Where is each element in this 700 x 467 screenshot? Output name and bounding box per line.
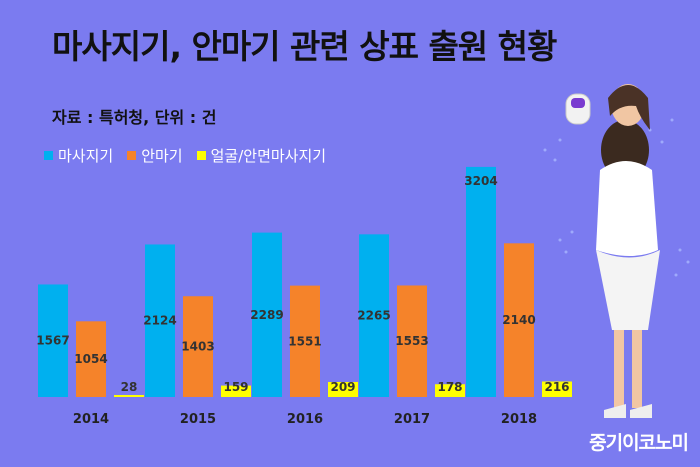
legend: 마사지기 안마기 얼굴/안면마사지기 (44, 145, 326, 166)
value-label-face-2014: 28 (121, 380, 138, 394)
bar-anma-2016 (290, 285, 320, 397)
decoration-sparkles (543, 118, 690, 277)
decoration-woman-figure (565, 84, 660, 418)
bars-layer (38, 166, 572, 397)
bar-face-2015 (221, 385, 251, 397)
legend-swatch-massager (44, 151, 53, 160)
x-tick-label-2015: 2015 (180, 412, 216, 427)
legend-item-face: 얼굴/안면마사지기 (196, 145, 327, 166)
x-tick-label-2017: 2017 (394, 412, 430, 427)
bar-face-2018 (542, 381, 572, 397)
x-axis-labels: 2014 2015 2016 2017 2018 (73, 412, 537, 427)
value-label-massager-2018: 3204 (464, 174, 497, 188)
value-label-anma-2016: 1551 (288, 334, 321, 348)
value-label-massager-2016: 2289 (250, 308, 283, 322)
value-label-face-2017: 178 (437, 380, 462, 394)
value-label-anma-2015: 1403 (181, 340, 214, 354)
bar-massager-2014 (38, 284, 68, 397)
bar-anma-2014 (76, 321, 106, 397)
bar-anma-2018 (504, 243, 534, 397)
x-tick-label-2018: 2018 (501, 412, 537, 427)
legend-swatch-face (196, 151, 206, 160)
value-label-anma-2018: 2140 (502, 313, 535, 327)
x-tick-label-2014: 2014 (73, 412, 109, 427)
legend-label-anma: 안마기 (141, 147, 183, 165)
value-label-face-2018: 216 (544, 380, 569, 394)
legend-swatch-anma (127, 151, 137, 160)
page-title: 마사지기, 안마기 관련 상표 출원 현황 (52, 27, 557, 66)
bar-massager-2015 (145, 244, 175, 397)
legend-item-anma: 안마기 (127, 145, 183, 166)
bar-face-2014 (114, 394, 144, 397)
legend-label-massager: 마사지기 (58, 147, 114, 165)
brand-logo: 중기이코노미 (589, 432, 689, 454)
x-tick-label-2016: 2016 (287, 412, 323, 427)
legend-label-face: 얼굴/안면마사지기 (210, 147, 327, 165)
value-labels-layer: 1567 1054 28 2124 1403 159 2289 1551 209 2265 1553… (36, 174, 569, 394)
legend-item-massager: 마사지기 (44, 145, 113, 166)
value-label-massager-2017: 2265 (357, 309, 390, 323)
bar-face-2017 (435, 384, 465, 397)
bar-face-2016 (328, 381, 358, 397)
value-label-massager-2014: 1567 (36, 334, 69, 348)
source-note: 자료 : 특허청, 단위 : 건 (52, 108, 217, 127)
value-label-anma-2014: 1054 (74, 352, 107, 366)
bar-anma-2015 (183, 296, 213, 397)
bar-massager-2017 (359, 234, 389, 397)
bar-massager-2016 (252, 232, 282, 397)
value-label-face-2015: 159 (223, 380, 248, 394)
bar-anma-2017 (397, 285, 427, 397)
value-label-anma-2017: 1553 (395, 334, 428, 348)
bar-massager-2018 (466, 166, 496, 397)
value-label-face-2016: 209 (330, 380, 355, 394)
value-label-massager-2015: 2124 (143, 314, 176, 328)
